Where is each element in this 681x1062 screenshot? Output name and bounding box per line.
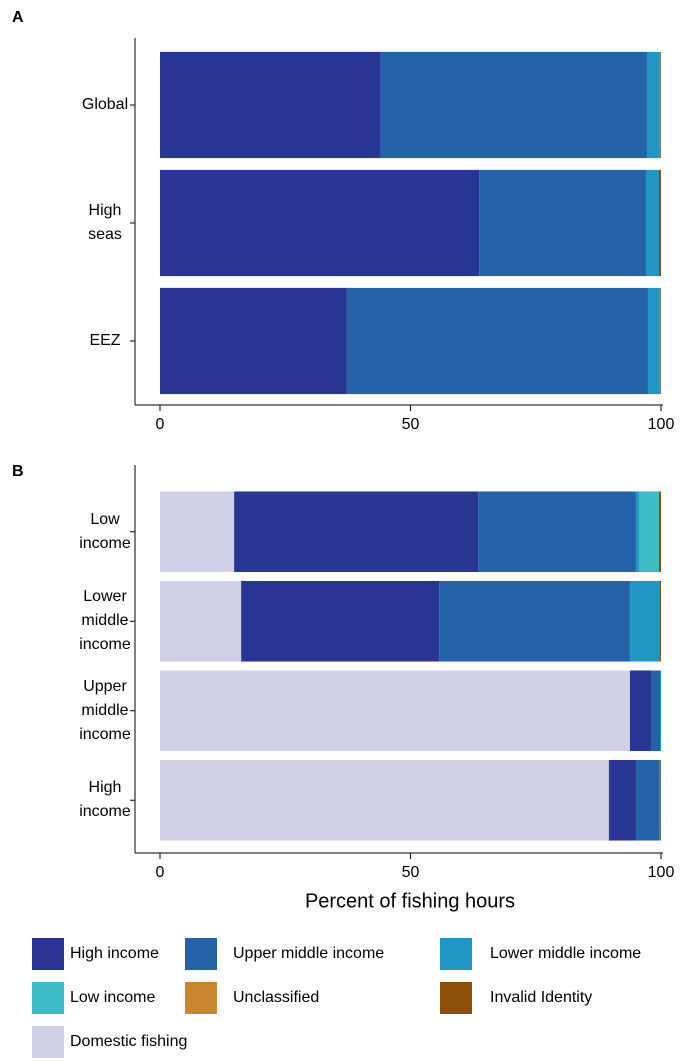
- bar-segment: Upper middle income: [635, 759, 659, 841]
- legend-label: High income: [70, 945, 159, 962]
- legend-label: Domestic fishing: [70, 1033, 187, 1050]
- bar-segment: High income: [160, 287, 347, 395]
- bar-segment: Low income: [659, 287, 661, 395]
- bar-segment: Domestic fishing: [160, 670, 630, 752]
- y-tick-label: Global: [81, 96, 129, 113]
- legend-swatch: [440, 938, 472, 970]
- bar-segment: Lower middle income: [659, 670, 661, 752]
- bar-segment: Upper middle income: [380, 51, 647, 159]
- legend-swatch: [32, 938, 64, 970]
- bar-segment: High income: [160, 169, 480, 277]
- bar-segment: Lower middle income: [646, 51, 660, 159]
- bar-segment: Upper middle income: [650, 670, 660, 752]
- bar-segment: Upper middle income: [346, 287, 648, 395]
- bar-segment: Lower middle income: [658, 759, 661, 841]
- legend-label: Invalid Identity: [490, 989, 592, 1006]
- bar-segment: Low income: [659, 51, 661, 159]
- bar-segment: Invalid Identity: [658, 491, 661, 573]
- bar-segment: Upper middle income: [439, 580, 630, 662]
- bar-segment: Invalid Identity: [660, 51, 661, 159]
- x-axis-label: Percent of fishing hours: [305, 890, 515, 912]
- bar-segment: High income: [160, 51, 381, 159]
- x-tick-label: 100: [648, 416, 675, 433]
- bar-segment: Upper middle income: [478, 491, 636, 573]
- legend-swatch: [440, 982, 472, 1014]
- bar-segment: Lower middle income: [645, 169, 659, 277]
- bar-segment: Domestic fishing: [160, 580, 242, 662]
- bar-segment: High income: [629, 670, 651, 752]
- legend-swatch: [32, 982, 64, 1014]
- legend-swatch: [185, 982, 217, 1014]
- bar-segment: Low income: [638, 491, 659, 573]
- bar-segment: High income: [608, 759, 636, 841]
- x-tick-label: 0: [156, 864, 165, 881]
- legend-label: Lower middle income: [490, 945, 641, 962]
- panel-label: A: [12, 9, 24, 26]
- y-tick-label: Upper middle income: [79, 677, 131, 743]
- legend-label: Unclassified: [233, 989, 319, 1006]
- x-tick-label: 0: [156, 416, 165, 433]
- x-tick-label: 100: [648, 864, 675, 881]
- x-tick-label: 50: [402, 416, 420, 433]
- y-tick-label: High income: [79, 779, 131, 821]
- y-tick-label: High seas: [88, 202, 122, 243]
- y-tick-label: Lower middle income: [79, 588, 131, 654]
- bar-segment: Lower middle income: [629, 580, 660, 662]
- y-tick-label: EEZ: [89, 332, 121, 349]
- x-tick-label: 50: [402, 864, 420, 881]
- bar-segment: Domestic fishing: [160, 491, 235, 573]
- legend-swatch: [185, 938, 217, 970]
- y-tick-label: Low income: [79, 510, 131, 552]
- legend-label: Upper middle income: [233, 945, 384, 962]
- legend-swatch: [32, 1026, 64, 1058]
- bar-segment: Domestic fishing: [160, 759, 609, 841]
- bar-segment: Invalid Identity: [660, 287, 661, 395]
- bar-segment: Invalid Identity: [660, 759, 661, 841]
- bar-segment: Upper middle income: [479, 169, 646, 277]
- bar-segment: High income: [241, 580, 440, 662]
- bar-segment: Invalid Identity: [658, 169, 661, 277]
- bar-segment: High income: [234, 491, 479, 573]
- bar-segment: Lower middle income: [647, 287, 660, 395]
- bar-segment: Lower middle income: [635, 491, 639, 573]
- bar-segment: Invalid Identity: [659, 580, 661, 662]
- panel-label: B: [12, 463, 24, 480]
- legend-label: Low income: [70, 989, 155, 1006]
